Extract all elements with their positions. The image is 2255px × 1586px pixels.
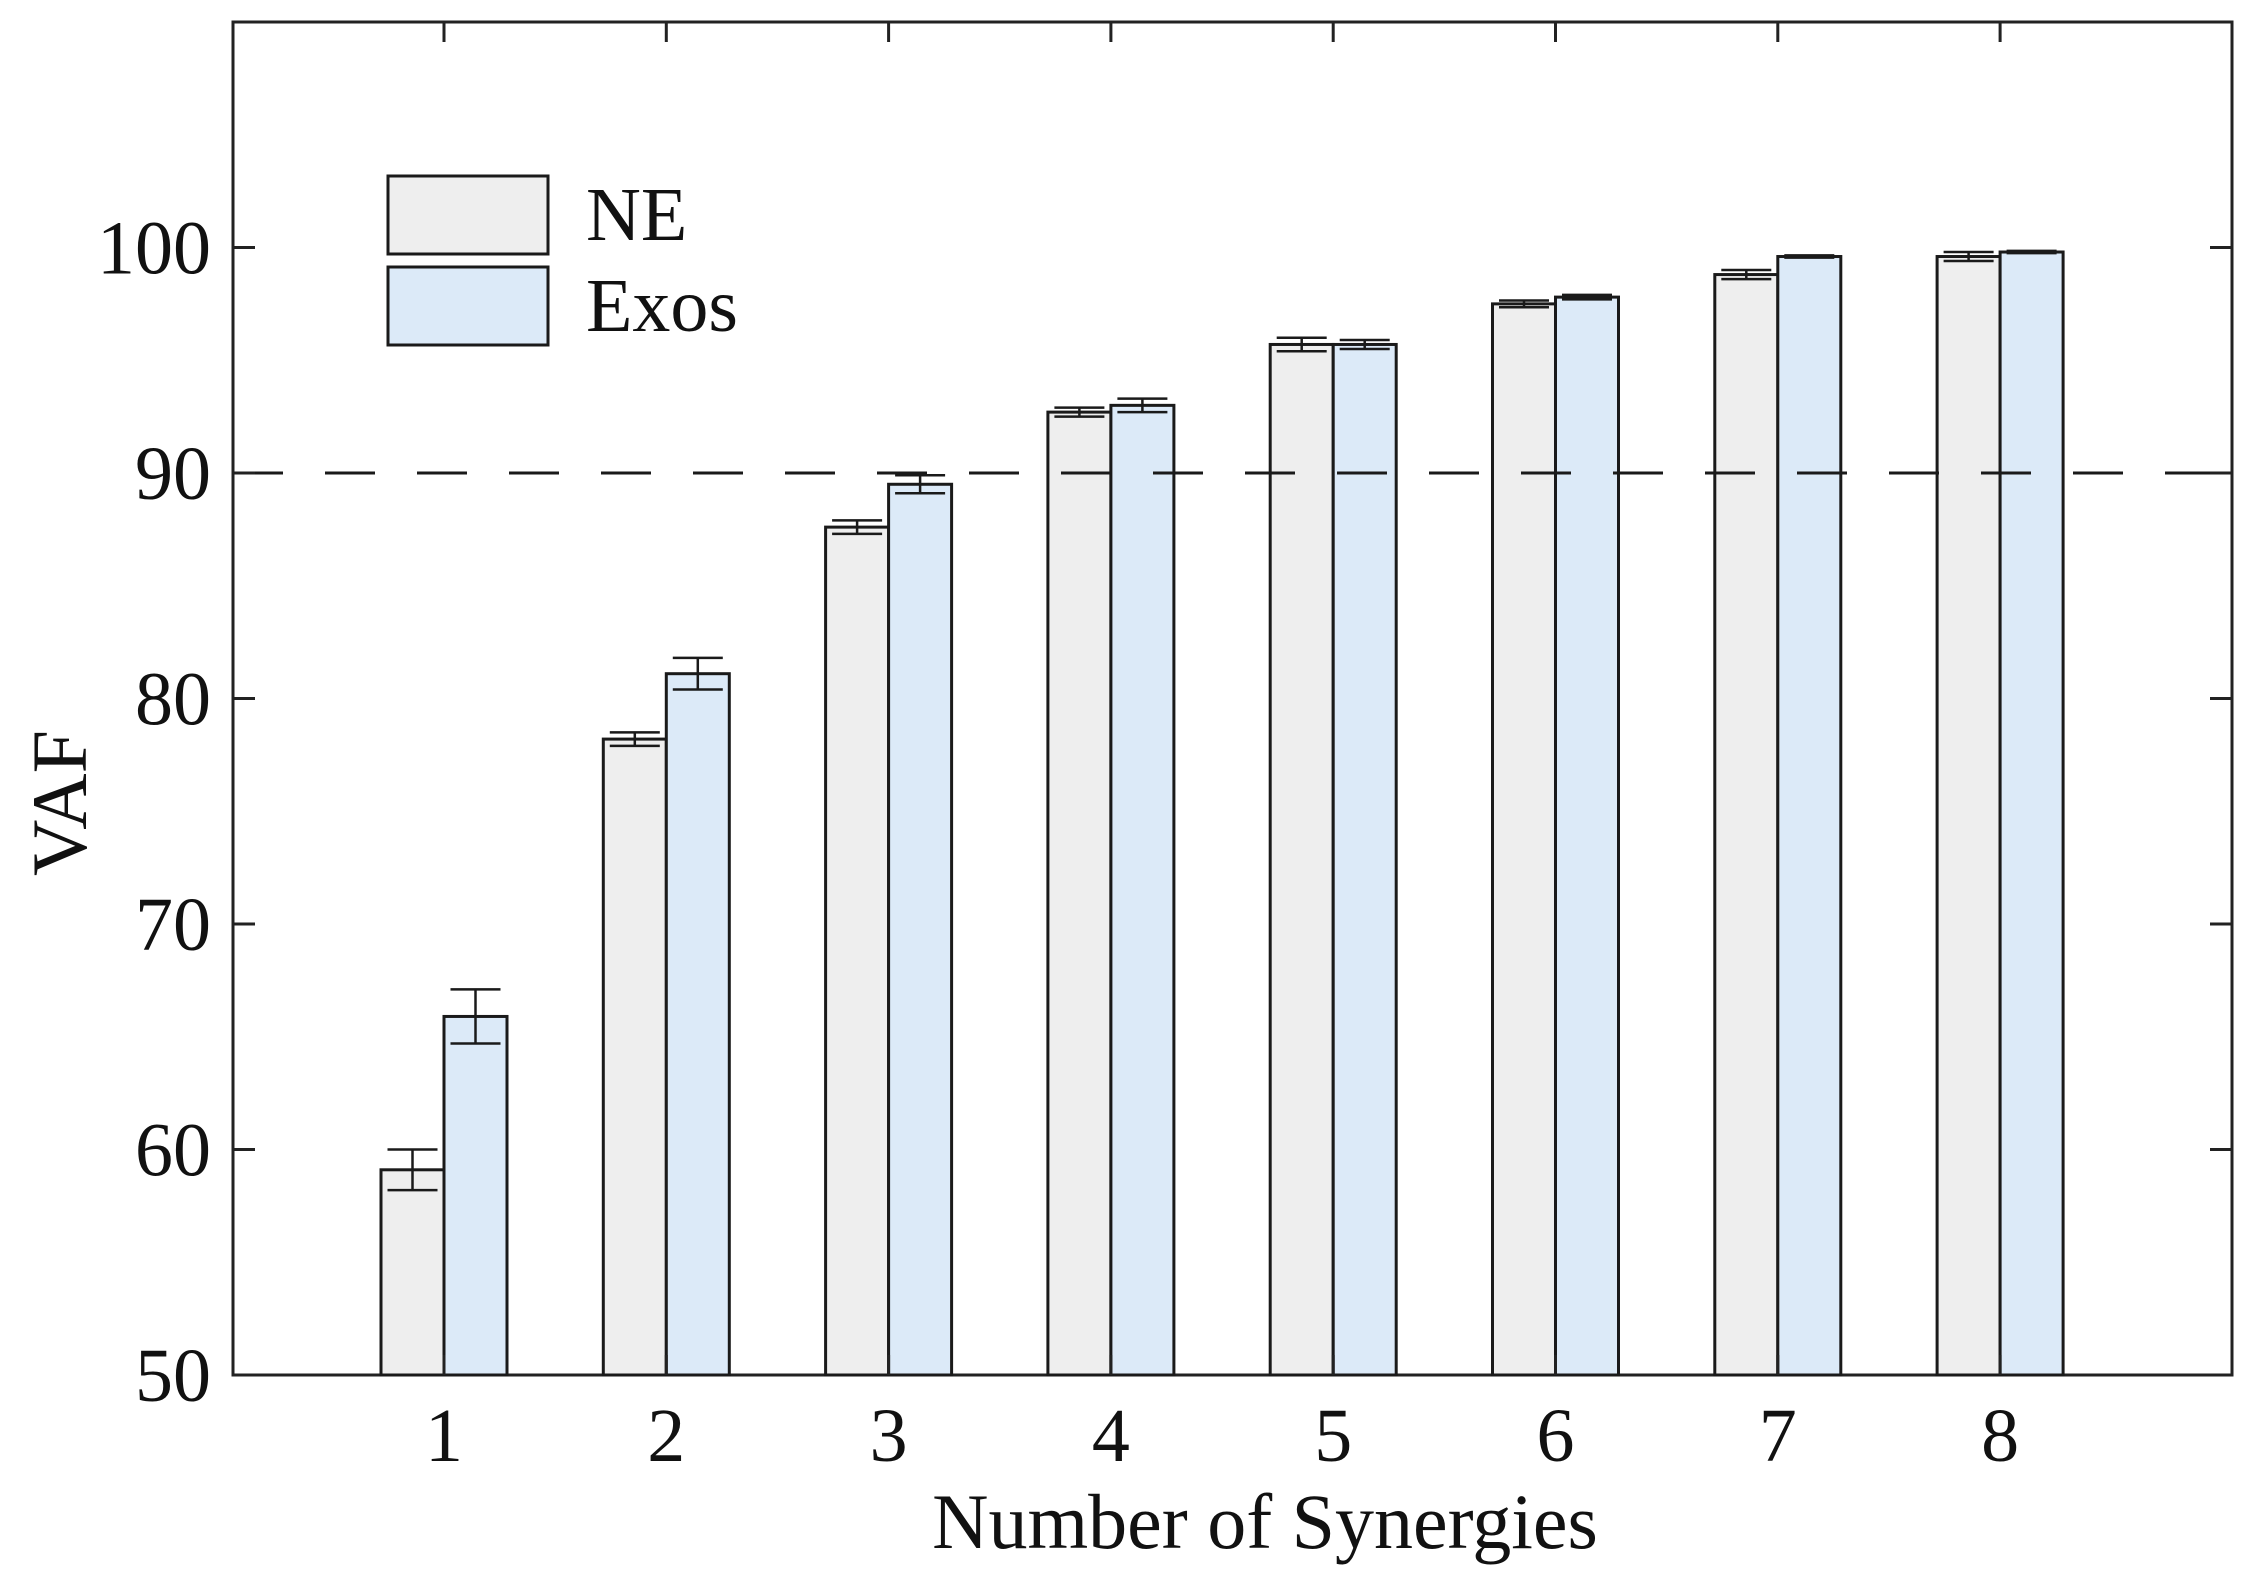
bar-ne-5	[1268, 342, 1335, 1377]
bar-exos-1	[442, 1014, 509, 1377]
x-tick-label: 2	[647, 1394, 685, 1478]
bar-ne-1	[379, 1168, 446, 1377]
error-bar-exos-3	[895, 474, 946, 495]
bar-exos-8	[1998, 250, 2065, 1377]
legend-label-exos: Exos	[586, 264, 738, 348]
bars-layer	[379, 250, 2065, 1377]
bar-ne-7	[1713, 273, 1780, 1377]
axis-ticks-layer: 50 60 70 80 90 100 1 2 3 4 5 6 7 8	[97, 22, 2232, 1478]
error-bar-exos-8	[2006, 249, 2057, 255]
bar-exos-3	[887, 482, 954, 1377]
bar-ne-4	[1046, 410, 1113, 1377]
y-tick-label: 90	[135, 432, 211, 516]
error-bar-exos-6	[1562, 293, 1612, 301]
bar-exos-7	[1776, 255, 1843, 1377]
error-bar-ne-7	[1721, 268, 1772, 281]
x-tick-label: 1	[425, 1394, 463, 1478]
y-axis-label: VAF	[16, 730, 103, 876]
bar-ne-3	[824, 525, 891, 1377]
legend-label-ne: NE	[586, 173, 687, 257]
x-tick-label: 4	[1092, 1394, 1130, 1478]
x-tick-label: 7	[1759, 1394, 1797, 1478]
error-bars-layer	[387, 249, 2057, 1192]
error-bar-exos-5	[1339, 338, 1390, 351]
error-bar-ne-8	[1943, 250, 1994, 263]
x-tick-label: 6	[1537, 1394, 1575, 1478]
y-tick-label: 70	[135, 883, 211, 967]
legend: NE Exos	[386, 173, 738, 348]
error-bar-ne-3	[832, 519, 883, 536]
x-tick-label: 5	[1314, 1394, 1352, 1478]
y-tick-label: 60	[135, 1109, 211, 1193]
error-bar-ne-2	[609, 731, 660, 748]
y-tick-label: 80	[135, 658, 211, 742]
error-bar-exos-4	[1117, 397, 1168, 414]
error-bar-ne-1	[387, 1148, 438, 1192]
bar-exos-6	[1554, 295, 1620, 1377]
legend-swatch-ne	[386, 174, 550, 256]
error-bar-ne-5	[1276, 336, 1327, 353]
bar-exos-4	[1109, 403, 1176, 1377]
x-tick-label: 3	[870, 1394, 908, 1478]
error-bar-exos-7	[1784, 254, 1835, 259]
error-bar-ne-4	[1054, 406, 1105, 418]
error-bar-ne-6	[1499, 299, 1549, 309]
y-tick-label: 50	[135, 1334, 211, 1418]
error-bar-exos-1	[450, 988, 501, 1045]
y-tick-label: 100	[97, 207, 211, 291]
bar-exos-2	[664, 672, 731, 1377]
bar-ne-2	[601, 737, 668, 1377]
bar-exos-5	[1331, 342, 1398, 1377]
legend-swatch-exos	[386, 265, 550, 347]
x-tick-label: 8	[1981, 1394, 2019, 1478]
error-bar-exos-2	[672, 656, 723, 691]
x-axis-label: Number of Synergies	[932, 1478, 1598, 1565]
bar-ne-8	[1935, 255, 2002, 1377]
bar-ne-6	[1491, 302, 1557, 1377]
